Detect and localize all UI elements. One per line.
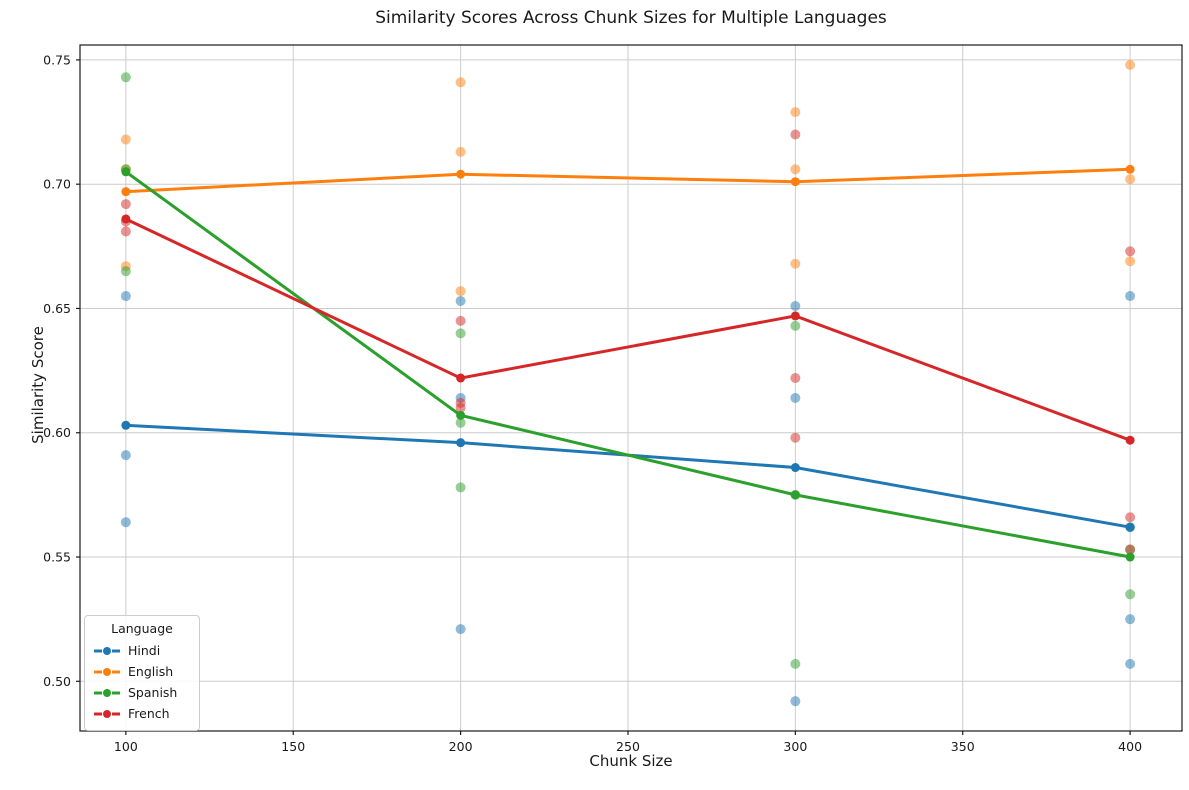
scatter-point-hindi — [790, 696, 801, 707]
scatter-point-english — [790, 107, 801, 118]
scatter-point-hindi — [120, 450, 131, 461]
scatter-point-french — [120, 226, 131, 237]
scatter-point-english — [120, 134, 131, 145]
mean-marker-spanish — [790, 490, 800, 500]
scatter-point-french — [1125, 544, 1136, 555]
scatter-point-french — [455, 315, 466, 326]
scatter-point-hindi — [790, 392, 801, 403]
x-tick-label: 350 — [951, 739, 975, 754]
scatter-point-spanish — [120, 72, 131, 83]
scatter-point-french — [1125, 512, 1136, 523]
mean-marker-french — [456, 373, 466, 383]
scatter-point-spanish — [455, 328, 466, 339]
legend-label: English — [128, 664, 174, 679]
mean-marker-hindi — [121, 420, 131, 430]
scatter-point-hindi — [120, 517, 131, 528]
mean-marker-spanish — [121, 167, 131, 177]
legend-item-hindi: Hindi — [93, 640, 191, 661]
scatter-point-spanish — [790, 658, 801, 669]
scatter-point-hindi — [1125, 291, 1136, 302]
scatter-point-spanish — [790, 320, 801, 331]
scatter-point-french — [790, 432, 801, 443]
series-line-spanish — [124, 170, 1132, 559]
legend-line-marker-icon — [94, 667, 120, 676]
scatter-point-english — [790, 258, 801, 269]
y-tick-label: 0.50 — [43, 674, 71, 689]
mean-marker-french — [121, 214, 131, 224]
scatter-point-english — [1125, 256, 1136, 267]
mean-marker-english — [790, 177, 800, 187]
scatter-point-spanish — [120, 266, 131, 277]
legend-line-marker-icon — [94, 688, 120, 697]
mean-marker-hindi — [1125, 522, 1135, 532]
scatter-point-english — [790, 164, 801, 175]
mean-marker-french — [790, 311, 800, 321]
scatter-point-hindi — [120, 291, 131, 302]
scatter-point-english — [1125, 174, 1136, 185]
legend-label: Hindi — [128, 643, 161, 658]
mean-marker-french — [1125, 435, 1135, 445]
scatter-point-spanish — [455, 482, 466, 493]
legend-item-spanish: Spanish — [93, 682, 191, 703]
chart-title: Similarity Scores Across Chunk Sizes for… — [375, 8, 887, 28]
x-tick-label: 100 — [114, 739, 138, 754]
x-tick-label: 400 — [1118, 739, 1142, 754]
scatter-point-english — [455, 146, 466, 157]
y-tick-label: 0.75 — [43, 52, 71, 67]
scatter-point-french — [790, 373, 801, 384]
y-tick-label: 0.65 — [43, 301, 71, 316]
scatter-point-french — [790, 129, 801, 140]
scatter-point-spanish — [455, 417, 466, 428]
x-axis-label: Chunk Size — [589, 752, 673, 770]
y-axis-label: Similarity Score — [29, 326, 47, 444]
series-line-english — [124, 167, 1132, 194]
scatter-point-french — [1125, 246, 1136, 257]
legend-title: Language — [111, 621, 173, 636]
scatter-point-french — [455, 402, 466, 413]
legend-label: French — [128, 706, 170, 721]
plot-border — [79, 44, 1183, 732]
x-tick-label: 300 — [783, 739, 807, 754]
legend: Language Hindi English Spanish — [84, 615, 200, 731]
mean-marker-spanish — [1125, 552, 1135, 562]
scatter-point-hindi — [455, 624, 466, 635]
scatter-point-french — [120, 199, 131, 210]
scatter-point-hindi — [790, 300, 801, 311]
x-tick-label: 150 — [281, 739, 305, 754]
mean-marker-english — [1125, 164, 1135, 174]
legend-item-english: English — [93, 661, 191, 682]
mean-marker-hindi — [790, 463, 800, 473]
mean-marker-spanish — [456, 410, 466, 420]
scatter-point-english — [455, 286, 466, 297]
x-tick-label: 200 — [449, 739, 473, 754]
mean-marker-english — [121, 187, 131, 197]
legend-line-marker-icon — [94, 709, 120, 718]
series-line-french — [124, 217, 1132, 442]
scatter-point-hindi — [1125, 658, 1136, 669]
scatter-point-english — [455, 77, 466, 88]
x-tick-label: 250 — [616, 739, 640, 754]
y-tick-label: 0.55 — [43, 550, 71, 565]
scatter-point-hindi — [1125, 614, 1136, 625]
scatter-point-english — [1125, 59, 1136, 70]
legend-label: Spanish — [128, 685, 178, 700]
legend-line-marker-icon — [94, 646, 120, 655]
y-tick-label: 0.60 — [43, 425, 71, 440]
y-tick-label: 0.70 — [43, 177, 71, 192]
mean-marker-english — [456, 169, 466, 179]
mean-marker-hindi — [456, 438, 466, 448]
scatter-point-spanish — [1125, 589, 1136, 600]
legend-item-french: French — [93, 703, 191, 724]
scatter-point-hindi — [455, 296, 466, 307]
